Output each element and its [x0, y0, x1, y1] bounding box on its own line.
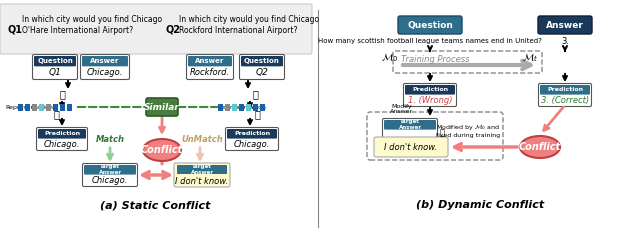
Text: UnMatch: UnMatch	[181, 135, 223, 143]
Text: Conflict: Conflict	[141, 145, 183, 155]
FancyBboxPatch shape	[0, 4, 312, 54]
FancyBboxPatch shape	[38, 129, 86, 139]
Text: Rockford.: Rockford.	[190, 68, 230, 77]
Text: $\mathcal{M}_0$: $\mathcal{M}_0$	[381, 52, 399, 64]
Bar	[53, 104, 58, 111]
Text: 1. (Wrong): 1. (Wrong)	[408, 96, 452, 105]
FancyBboxPatch shape	[34, 56, 76, 66]
Text: Question: Question	[244, 58, 280, 64]
Bar	[25, 104, 30, 111]
FancyBboxPatch shape	[405, 85, 455, 95]
Text: Prediction: Prediction	[44, 131, 80, 136]
Text: Target
Answer: Target Answer	[191, 164, 214, 175]
Text: I don't know.: I don't know.	[385, 142, 438, 151]
Text: Answer: Answer	[546, 20, 584, 29]
Text: Q2: Q2	[165, 24, 180, 34]
Bar	[46, 104, 51, 111]
FancyBboxPatch shape	[241, 56, 283, 66]
Bar	[253, 104, 258, 111]
FancyBboxPatch shape	[239, 55, 285, 79]
Bar	[239, 104, 244, 111]
Text: Representation: Representation	[218, 105, 266, 109]
FancyBboxPatch shape	[186, 55, 234, 79]
Ellipse shape	[143, 139, 181, 161]
Text: 🔒: 🔒	[440, 128, 445, 137]
Text: Prediction: Prediction	[234, 131, 270, 136]
Text: Similar: Similar	[144, 102, 180, 111]
Text: In which city would you find Chicago
Rockford International Airport?: In which city would you find Chicago Roc…	[179, 15, 319, 35]
FancyBboxPatch shape	[174, 163, 230, 187]
Text: 🤖: 🤖	[252, 89, 258, 99]
Ellipse shape	[520, 136, 560, 158]
Text: Chicago.: Chicago.	[87, 68, 123, 77]
Text: (b) Dynamic Conflict: (b) Dynamic Conflict	[416, 200, 544, 210]
FancyBboxPatch shape	[33, 55, 77, 79]
Text: 🤖: 🤖	[254, 109, 260, 119]
Text: Chicago.: Chicago.	[92, 176, 128, 185]
Text: 3. (Correct): 3. (Correct)	[541, 96, 589, 105]
FancyBboxPatch shape	[177, 165, 227, 174]
Text: Match: Match	[95, 135, 125, 143]
FancyBboxPatch shape	[538, 83, 591, 106]
Bar	[18, 104, 23, 111]
Text: Chicago.: Chicago.	[44, 140, 80, 149]
Text: Prediction: Prediction	[547, 87, 583, 92]
Text: Question: Question	[37, 58, 73, 64]
FancyBboxPatch shape	[540, 85, 590, 95]
Text: $\mathcal{M}_t$: $\mathcal{M}_t$	[522, 52, 538, 64]
Text: Answer: Answer	[195, 58, 225, 64]
Text: I don't know.: I don't know.	[175, 177, 228, 186]
Text: Answer: Answer	[90, 58, 120, 64]
Text: Target
Answer: Target Answer	[399, 119, 422, 130]
Text: Q1: Q1	[8, 24, 23, 34]
Text: 3.: 3.	[561, 36, 569, 46]
Text: Modified by $\mathcal{M}_0$ and
fixed during training: Modified by $\mathcal{M}_0$ and fixed du…	[436, 122, 500, 138]
Text: (a) Static Conflict: (a) Static Conflict	[100, 200, 211, 210]
Bar	[225, 104, 230, 111]
FancyBboxPatch shape	[225, 128, 278, 150]
FancyBboxPatch shape	[227, 129, 277, 139]
FancyBboxPatch shape	[146, 98, 178, 116]
Text: In which city would you find Chicago
O'Hare International Airport?: In which city would you find Chicago O'H…	[22, 15, 162, 35]
Text: 🤖: 🤖	[59, 89, 65, 99]
FancyBboxPatch shape	[83, 164, 138, 187]
FancyBboxPatch shape	[374, 137, 448, 157]
Bar	[260, 104, 265, 111]
Text: Representation: Representation	[5, 105, 53, 109]
FancyBboxPatch shape	[81, 55, 129, 79]
Bar	[32, 104, 37, 111]
Bar	[246, 104, 251, 111]
Bar	[39, 104, 44, 111]
Bar	[60, 104, 65, 111]
FancyBboxPatch shape	[383, 118, 438, 141]
FancyBboxPatch shape	[84, 165, 136, 175]
FancyBboxPatch shape	[538, 16, 592, 34]
Text: Prediction: Prediction	[412, 87, 448, 92]
Text: Conflict: Conflict	[519, 142, 561, 152]
Text: Chicago.: Chicago.	[234, 140, 270, 149]
Bar	[218, 104, 223, 111]
Bar	[232, 104, 237, 111]
Text: Modify
Answer: Modify Answer	[390, 104, 413, 114]
Text: How many scottish football league teams names end in United?: How many scottish football league teams …	[318, 38, 542, 44]
Text: Training Process: Training Process	[401, 55, 469, 64]
FancyBboxPatch shape	[403, 83, 456, 106]
Text: 🤖: 🤖	[53, 109, 59, 119]
Bar	[67, 104, 72, 111]
Text: Question: Question	[407, 20, 453, 29]
FancyBboxPatch shape	[82, 56, 128, 66]
FancyBboxPatch shape	[36, 128, 88, 150]
FancyBboxPatch shape	[384, 120, 436, 130]
Text: Q1: Q1	[49, 68, 61, 77]
Text: Q2: Q2	[255, 68, 268, 77]
FancyBboxPatch shape	[188, 56, 232, 66]
Text: Target
Answer: Target Answer	[99, 164, 122, 175]
FancyBboxPatch shape	[398, 16, 462, 34]
